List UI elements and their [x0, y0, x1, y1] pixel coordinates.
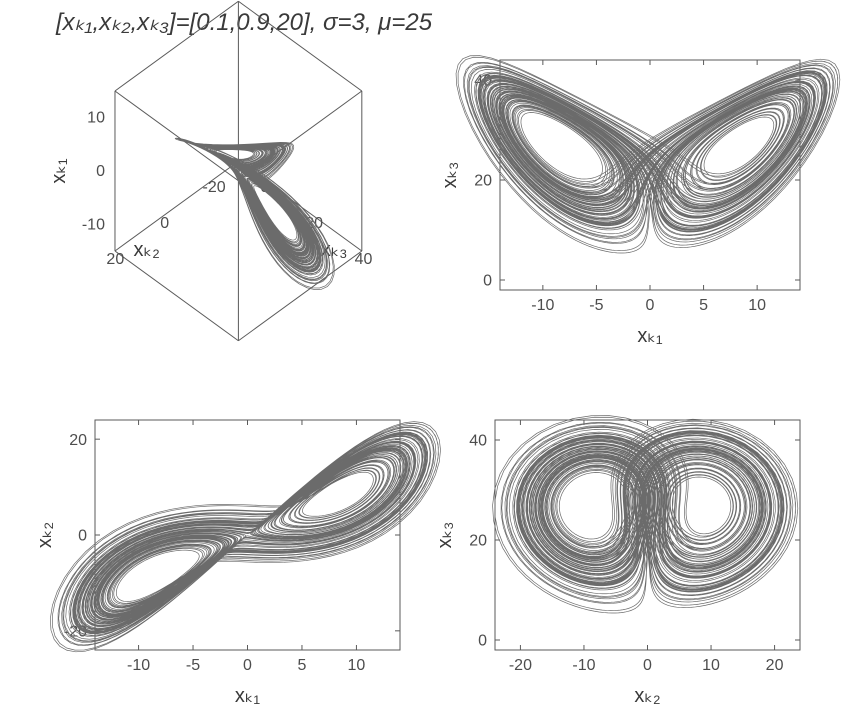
- attractor-trace: [50, 422, 440, 652]
- axis-3d-edge: [115, 161, 238, 251]
- y-tick-label: 20: [469, 533, 487, 550]
- x-tick-label: 0: [243, 657, 252, 674]
- tick-3d-label: 0: [96, 163, 105, 180]
- panel-xk1-xk2: -10-50510-20020xₖ₁xₖ₂: [95, 420, 400, 650]
- panel-xk2-xk3: -20-100102002040xₖ₂xₖ₃: [495, 420, 800, 650]
- tick-3d-label: 20: [106, 251, 124, 268]
- y-tick-label: 20: [474, 173, 492, 190]
- attractor-trace: [493, 416, 798, 613]
- y-tick-label: 0: [483, 273, 492, 290]
- figure-title: [xₖ₁,xₖ₂,xₖ₃]=[0.1,0.9,20], σ=3, μ=25: [56, 8, 432, 37]
- tick-3d-label: 0: [160, 215, 169, 232]
- tick-3d-label: -10: [82, 216, 105, 233]
- panel-3d-xk2-xk1-xk3: -2002002040-10010xₖ₂xₖ₃xₖ₁: [80, 66, 410, 316]
- tick-3d-label: -20: [202, 179, 225, 196]
- x-tick-label: -10: [572, 657, 595, 674]
- x-axis-label: xₖ₁: [637, 325, 663, 347]
- axis-3d-edge: [115, 251, 238, 341]
- x-tick-label: 10: [748, 297, 766, 314]
- axis-3d-xlabel: xₖ₂: [134, 239, 160, 261]
- axis-3d-edge: [115, 91, 238, 181]
- x-axis-label: xₖ₂: [634, 685, 660, 707]
- x-tick-label: 10: [348, 657, 366, 674]
- axis-3d-edge: [238, 251, 361, 341]
- x-tick-label: -5: [589, 297, 603, 314]
- y-tick-label: 20: [69, 432, 87, 449]
- attractor-trace: [456, 56, 840, 253]
- x-tick-label: -20: [509, 657, 532, 674]
- y-tick-label: 0: [78, 528, 87, 545]
- tick-3d-label: 40: [355, 251, 373, 268]
- x-tick-label: 5: [298, 657, 307, 674]
- x-tick-label: -10: [531, 297, 554, 314]
- y-tick-label: 40: [469, 433, 487, 450]
- x-tick-label: 5: [699, 297, 708, 314]
- x-tick-label: 0: [646, 297, 655, 314]
- y-axis-label: xₖ₂: [34, 522, 56, 548]
- y-axis-label: xₖ₃: [439, 162, 461, 189]
- x-tick-label: 10: [702, 657, 720, 674]
- y-tick-label: 0: [478, 633, 487, 650]
- figure-root: [xₖ₁,xₖ₂,xₖ₃]=[0.1,0.9,20], σ=3, μ=25 -2…: [0, 0, 851, 715]
- axis-3d-ylabel: xₖ₁: [48, 158, 70, 184]
- y-axis-label: xₖ₃: [434, 522, 456, 549]
- x-tick-label: -10: [127, 657, 150, 674]
- x-tick-label: 0: [643, 657, 652, 674]
- tick-3d-label: 10: [87, 110, 105, 127]
- x-tick-label: 20: [766, 657, 784, 674]
- x-axis-label: xₖ₁: [235, 685, 261, 707]
- x-tick-label: -5: [186, 657, 200, 674]
- panel-xk1-xk3: -10-5051002040xₖ₁xₖ₃: [500, 60, 800, 290]
